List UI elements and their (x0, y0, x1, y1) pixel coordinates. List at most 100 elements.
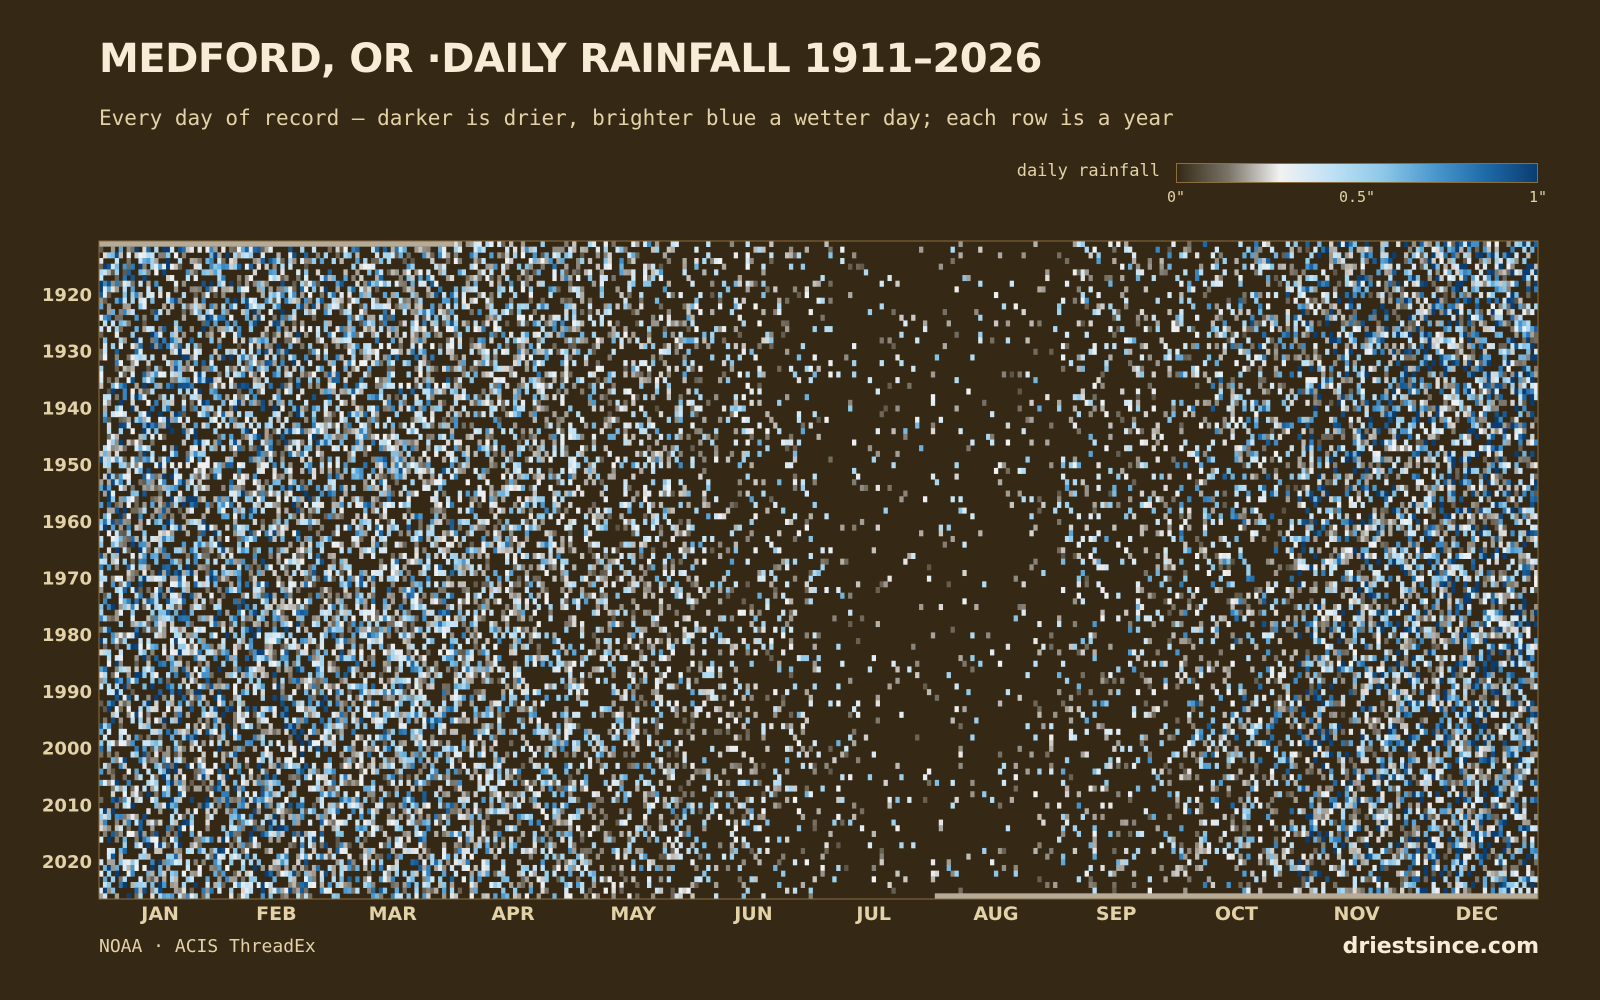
heatmap-cell (122, 411, 127, 418)
heatmap-cell (1439, 348, 1444, 355)
heatmap-cell (394, 433, 399, 440)
heatmap-cell (374, 377, 380, 384)
heatmap-cell (1285, 450, 1290, 457)
heatmap-cell (489, 399, 494, 406)
heatmap-cell (1262, 258, 1267, 265)
heatmap-cell (1403, 365, 1409, 372)
heatmap-cell (256, 433, 261, 440)
heatmap-cell (1159, 258, 1164, 265)
heatmap-cell (1372, 433, 1377, 440)
heatmap-cell (611, 416, 616, 423)
heatmap-cell (489, 297, 494, 304)
heatmap-cell (1431, 258, 1436, 265)
heatmap-cell (1254, 326, 1259, 333)
heatmap-cell (122, 422, 127, 429)
heatmap-cell (1526, 292, 1531, 299)
heatmap-cell (1502, 269, 1507, 276)
heatmap-cell (796, 377, 802, 384)
heatmap-cell (757, 399, 762, 406)
heatmap-cell (560, 428, 565, 435)
heatmap-cell (1431, 309, 1436, 316)
heatmap-cell (1250, 439, 1255, 446)
heatmap-cell (351, 326, 356, 333)
heatmap-cell (374, 360, 380, 367)
heatmap-cell (1238, 280, 1243, 287)
heatmap-cell (221, 263, 226, 270)
heatmap-cell (611, 326, 616, 333)
heatmap-cell (426, 331, 431, 338)
heatmap-cell (1317, 382, 1322, 389)
heatmap-cell (138, 348, 143, 355)
heatmap-cell (1486, 297, 1492, 304)
heatmap-cell (852, 371, 857, 378)
heatmap-cell (670, 445, 675, 452)
heatmap-cell (367, 371, 372, 378)
heatmap-cell (1332, 337, 1338, 344)
heatmap-cell (536, 371, 541, 378)
heatmap-cell (1478, 416, 1484, 423)
heatmap-cell (213, 467, 218, 474)
heatmap-cell (367, 422, 372, 429)
heatmap-cell (142, 411, 147, 418)
heatmap-cell (643, 377, 648, 384)
heatmap-cell (1005, 439, 1011, 446)
heatmap-cell (158, 382, 163, 389)
heatmap-cell (749, 428, 754, 435)
heatmap-cell (343, 399, 348, 406)
heatmap-cell (686, 399, 691, 406)
heatmap-cell (233, 258, 238, 265)
heatmap-cell (1388, 399, 1393, 406)
heatmap-cell (1195, 450, 1200, 457)
heatmap-cell (548, 422, 553, 429)
heatmap-cell (1246, 428, 1251, 435)
heatmap-cell (729, 309, 735, 316)
heatmap-cell (852, 252, 857, 259)
heatmap-cell (1238, 297, 1243, 304)
heatmap-cell (658, 348, 664, 355)
heatmap-cell (382, 292, 388, 299)
heatmap-cell (276, 303, 281, 310)
heatmap-cell (256, 246, 261, 253)
heatmap-cell (331, 377, 336, 384)
heatmap-cell (1403, 292, 1409, 299)
heatmap-cell (1534, 269, 1539, 276)
heatmap-cell (643, 280, 648, 287)
heatmap-cell (879, 360, 884, 367)
heatmap-cell (1356, 280, 1361, 287)
heatmap-cell (769, 258, 774, 265)
heatmap-cell (639, 360, 644, 367)
heatmap-cell (666, 258, 672, 265)
heatmap-cell (1262, 314, 1267, 321)
heatmap-cell (347, 348, 352, 355)
heatmap-cell (240, 354, 246, 361)
heatmap-cell (150, 371, 155, 378)
heatmap-cell (1155, 428, 1160, 435)
heatmap-cell (591, 241, 597, 248)
heatmap-cell (1281, 422, 1287, 429)
heatmap-cell (1455, 326, 1460, 333)
heatmap-cell (1269, 428, 1275, 435)
heatmap-cell (154, 365, 159, 372)
heatmap-cell (1526, 331, 1531, 338)
heatmap-cell (603, 252, 608, 259)
heatmap-cell (1431, 371, 1436, 378)
heatmap-cell (501, 252, 506, 259)
heatmap-cell (1467, 382, 1472, 389)
heatmap-cell (248, 399, 254, 406)
heatmap-cell (114, 433, 120, 440)
heatmap-cell (686, 348, 691, 355)
heatmap-cell (221, 411, 226, 418)
heatmap-cell (505, 252, 510, 259)
heatmap-cell (1305, 382, 1310, 389)
heatmap-cell (1009, 280, 1014, 287)
heatmap-cell (1092, 405, 1097, 412)
heatmap-cell (236, 280, 242, 287)
heatmap-cell (1329, 382, 1334, 389)
heatmap-cell (402, 246, 407, 253)
heatmap-cell (497, 365, 502, 372)
heatmap-cell (1407, 405, 1413, 412)
heatmap-cell (1242, 326, 1247, 333)
heatmap-cell (351, 275, 356, 282)
heatmap-cell (1498, 456, 1503, 463)
heatmap-cell (544, 422, 549, 429)
